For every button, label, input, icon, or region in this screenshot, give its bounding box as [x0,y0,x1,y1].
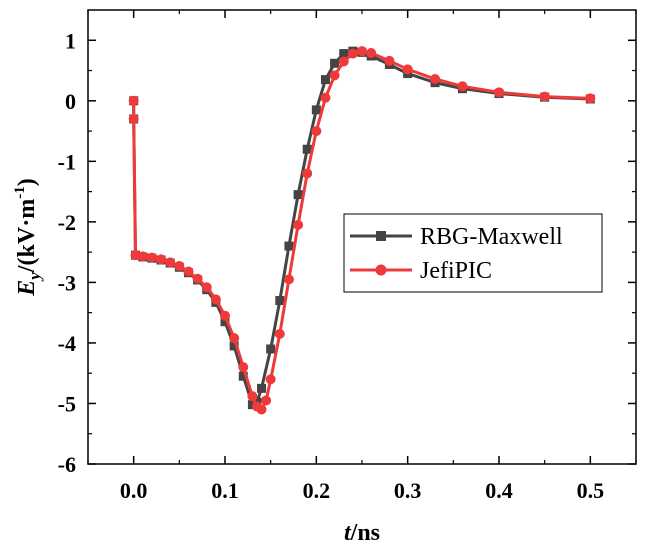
data-point [147,253,157,263]
legend-marker-jefipic [376,265,387,276]
y-tick-label: 0 [65,89,76,114]
data-point [129,114,139,124]
data-point [321,75,330,84]
data-point [312,105,321,114]
data-point [266,344,275,353]
data-point [311,126,321,136]
y-tick-label: 1 [65,28,76,53]
data-point [384,56,394,66]
y-tick-label: -1 [58,149,76,174]
data-point [238,362,248,372]
y-tick-label: -6 [58,452,76,477]
data-point [275,329,285,339]
x-tick-label: 0.0 [120,478,148,503]
data-point [183,267,193,277]
data-point [275,296,284,305]
data-point [430,74,440,84]
x-tick-label: 0.3 [394,478,422,503]
x-tick-label: 0.1 [211,478,239,503]
y-tick-label: -2 [58,210,76,235]
x-axis-label: t/ns [344,520,380,546]
data-point [284,274,294,284]
x-tick-label: 0.5 [577,478,605,503]
data-point [257,405,267,415]
data-point [284,242,293,251]
data-point [330,59,339,68]
data-point [165,257,175,267]
data-point [330,70,340,80]
y-tick-labels: 1 0 -1 -2 -3 -4 -5 -6 [58,28,76,477]
legend: RBG-Maxwell JefiPIC [344,214,602,292]
y-tick-label: -4 [58,331,76,356]
data-point [348,49,358,59]
data-point [585,93,595,103]
legend-marker-rbg [376,231,386,241]
y-axis-label: Ey/(kV·m-1) [12,178,44,296]
data-point [138,251,148,261]
data-point [193,274,203,284]
data-point [156,254,166,264]
data-point [211,294,221,304]
data-point [403,64,413,74]
data-point [229,333,239,343]
data-point [540,92,550,102]
x-tick-labels: 0.0 0.1 0.2 0.3 0.4 0.5 [120,478,604,503]
data-point [320,93,330,103]
data-point [357,46,367,56]
data-point [247,391,257,401]
x-tick-label: 0.2 [303,478,331,503]
data-point [302,168,312,178]
data-point [266,374,276,384]
data-point [457,81,467,91]
data-point [494,87,504,97]
data-point [220,311,230,321]
data-point [202,282,212,292]
data-point [366,48,376,58]
data-point [293,220,303,230]
y-tick-label: -5 [58,391,76,416]
legend-label-rbg: RBG-Maxwell [420,224,563,250]
y-tick-label: -3 [58,270,76,295]
data-point [174,261,184,271]
x-tick-label: 0.4 [485,478,513,503]
data-point [339,56,349,66]
data-point [257,384,266,393]
data-point [294,190,303,199]
legend-label-jefipic: JefiPIC [420,258,492,284]
data-point [261,395,271,405]
data-point [129,96,139,106]
